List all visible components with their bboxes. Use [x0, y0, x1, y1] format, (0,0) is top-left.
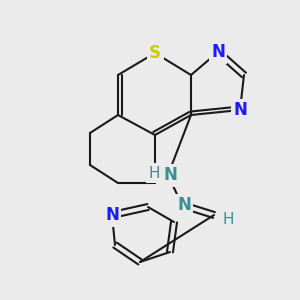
- Text: H: H: [222, 212, 234, 226]
- Text: N: N: [233, 101, 247, 119]
- Text: N: N: [177, 196, 191, 214]
- Text: N: N: [211, 43, 225, 61]
- Text: N: N: [105, 206, 119, 224]
- Text: S: S: [149, 44, 161, 62]
- Text: N: N: [163, 166, 177, 184]
- Text: H: H: [148, 166, 160, 181]
